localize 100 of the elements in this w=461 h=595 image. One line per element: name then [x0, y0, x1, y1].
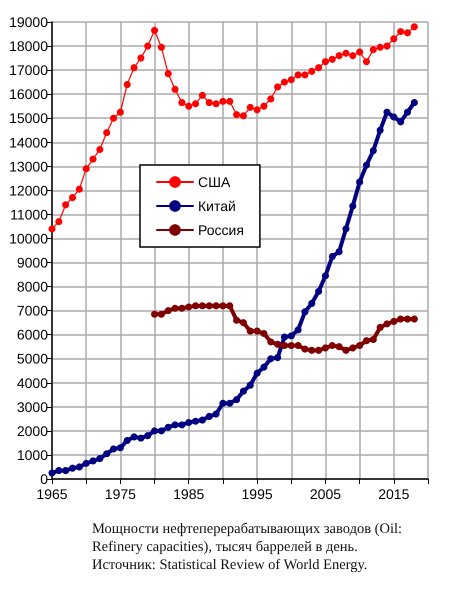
- point: [267, 338, 274, 346]
- point: [390, 35, 398, 42]
- point: [308, 300, 316, 307]
- point: [172, 304, 179, 312]
- point: [82, 460, 90, 467]
- point: [158, 427, 165, 434]
- point: [404, 108, 411, 116]
- point: [280, 78, 288, 86]
- point: [288, 332, 295, 340]
- point: [158, 44, 165, 51]
- point: [103, 129, 110, 136]
- point: [383, 108, 390, 116]
- point: [178, 421, 186, 428]
- point: [322, 58, 329, 66]
- point: [76, 186, 83, 193]
- point: [226, 400, 234, 407]
- point: [274, 83, 282, 90]
- point: [164, 70, 172, 78]
- point: [274, 340, 282, 348]
- point: [151, 26, 158, 34]
- point: [267, 95, 274, 102]
- point: [198, 302, 206, 310]
- point: [178, 304, 186, 312]
- point: [370, 336, 377, 343]
- point: [226, 98, 234, 105]
- point: [116, 444, 124, 452]
- point: [164, 424, 172, 431]
- point: [48, 469, 56, 476]
- point: [404, 29, 411, 36]
- point: [62, 467, 70, 474]
- point: [110, 114, 118, 122]
- y-tick-label: 17000: [9, 62, 48, 78]
- point: [192, 302, 200, 310]
- point: [288, 342, 295, 350]
- point: [336, 52, 343, 60]
- point: [90, 156, 97, 163]
- y-tick-label: 7000: [16, 302, 48, 319]
- point: [254, 106, 261, 114]
- point: [397, 28, 404, 36]
- point: [322, 344, 329, 352]
- point: [356, 342, 364, 350]
- y-tick-label: 18000: [9, 38, 48, 54]
- point: [336, 248, 343, 256]
- point: [280, 334, 288, 341]
- point: [370, 147, 377, 154]
- point: [328, 56, 336, 63]
- point: [96, 455, 104, 462]
- point: [110, 445, 118, 452]
- point: [294, 342, 302, 350]
- point: [233, 396, 240, 404]
- point: [336, 343, 343, 350]
- y-tick-label: 10000: [9, 230, 48, 246]
- point: [356, 178, 364, 186]
- y-tick-label: 14000: [9, 134, 48, 150]
- point: [390, 318, 398, 325]
- point: [151, 427, 158, 434]
- point: [172, 86, 179, 93]
- point: [206, 412, 213, 420]
- point: [349, 202, 356, 210]
- point: [376, 44, 384, 51]
- y-tick-label: 19000: [9, 14, 48, 30]
- point: [164, 307, 172, 314]
- text: Мощности нефтеперерабатывающих заводов (Oil: Refinery capacities), тысяч баррелей в день.: [92, 520, 404, 556]
- y-tick-label: 12000: [9, 182, 48, 198]
- point: [308, 346, 316, 354]
- point: [130, 433, 138, 440]
- point: [240, 319, 247, 326]
- point: [404, 316, 411, 323]
- point: [342, 225, 350, 232]
- y-tick-label: 16000: [9, 86, 48, 102]
- legend-label: Китай: [198, 198, 236, 214]
- y-tick-label: 2000: [16, 422, 48, 439]
- point: [219, 302, 226, 310]
- point: [410, 316, 418, 323]
- x-tick-label: 1975: [104, 486, 136, 502]
- point: [274, 354, 282, 362]
- point: [233, 111, 240, 118]
- point: [294, 326, 302, 334]
- point: [185, 418, 192, 426]
- point: [322, 272, 329, 280]
- point: [301, 346, 308, 353]
- point: [178, 99, 186, 106]
- point: [308, 68, 316, 75]
- point: [254, 370, 261, 377]
- point: [246, 104, 254, 111]
- point: [76, 463, 83, 470]
- point: [212, 100, 220, 108]
- point: [219, 98, 226, 105]
- point: [130, 64, 138, 72]
- point: [82, 165, 90, 172]
- y-tick-label: 6000: [16, 326, 48, 343]
- point: [192, 418, 200, 425]
- point: [315, 64, 322, 72]
- point: [172, 421, 179, 428]
- y-tick-label: 4000: [16, 374, 48, 391]
- point: [124, 437, 131, 444]
- x-tick-label: 1985: [173, 486, 205, 502]
- legend-label: Россия: [198, 222, 244, 238]
- point: [137, 434, 144, 442]
- point: [48, 225, 56, 232]
